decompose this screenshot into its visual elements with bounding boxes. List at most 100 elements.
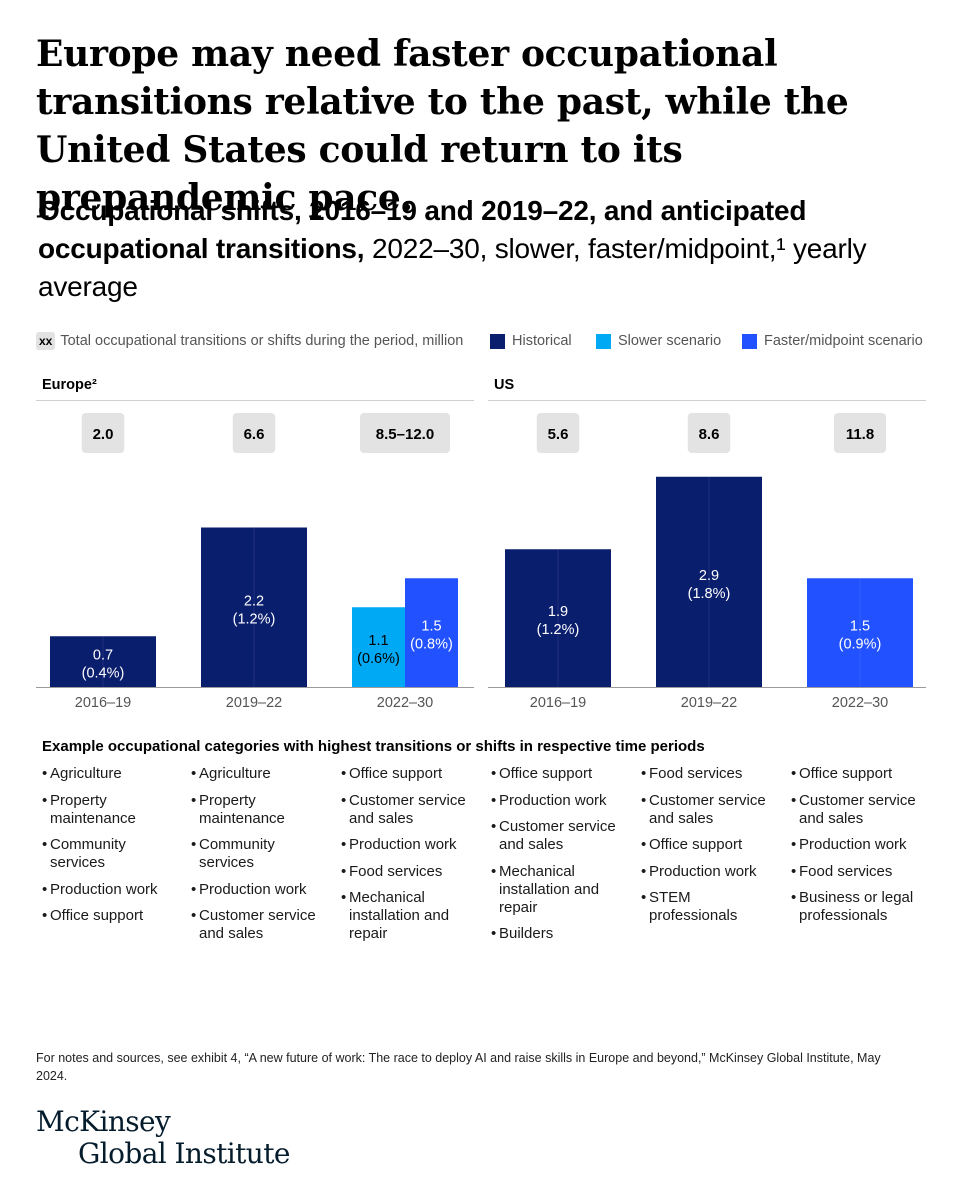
x-tick-label: 2022–30 — [832, 695, 888, 711]
list-item: Production work — [42, 881, 182, 899]
logo-line-1: McKinsey — [36, 1105, 171, 1138]
categories-title: Example occupational categories with hig… — [42, 738, 705, 755]
list-item: Office support — [42, 907, 182, 925]
footnote: For notes and sources, see exhibit 4, “A… — [36, 1051, 881, 1083]
list-item: Office support — [791, 765, 931, 783]
list-item: Production work — [791, 836, 931, 854]
list-item: Property maintenance — [42, 792, 182, 828]
total-badge — [360, 413, 450, 453]
data-label-value: 1.5 — [421, 619, 441, 635]
data-label-pct: (0.9%) — [839, 637, 882, 653]
total-badge — [536, 413, 580, 453]
chart-us: US 5.6 2016–19 1.9 (1.2%) 8.6 2019–22 2.9 (1.8%)… — [488, 377, 926, 711]
list-item: Property maintenance — [191, 792, 331, 828]
chart-title-europe: Europe² — [42, 377, 97, 393]
list-item: Customer service and sales — [341, 792, 481, 828]
data-label-value: 0.7 — [93, 648, 113, 664]
data-label-value: 1.5 — [850, 619, 870, 635]
data-label-pct: (1.2%) — [233, 611, 276, 627]
list-item: Food services — [641, 765, 781, 783]
data-label-pct: (1.2%) — [537, 622, 580, 638]
total-label: 2.0 — [93, 426, 114, 443]
total-label: 8.6 — [699, 426, 720, 443]
list-item: Production work — [341, 836, 481, 854]
list-item: Builders — [491, 925, 631, 943]
category-column: Office support Customer service and sales… — [341, 765, 481, 952]
list-item: Food services — [341, 863, 481, 881]
chart-europe: Europe² 2.0 2016–19 0.7 (0.4%) 6.6 2019–22 2.2 (… — [36, 377, 474, 711]
headline: Europe may need faster occupational tran… — [36, 33, 849, 219]
legend-historical-swatch — [490, 333, 505, 349]
legend-total-badge: xx — [36, 332, 56, 350]
total-label: 5.6 — [548, 426, 569, 443]
legend-faster-label: Faster/midpoint scenario — [764, 333, 923, 349]
chart-title-us: US — [494, 377, 514, 393]
bar — [352, 607, 405, 687]
total-label: 11.8 — [846, 426, 874, 443]
category-column: Office support Customer service and sales… — [791, 765, 931, 934]
list-item: Food services — [791, 863, 931, 881]
bar — [50, 636, 156, 687]
list-item: Community services — [42, 836, 182, 872]
total-badge — [687, 413, 731, 453]
list-item: Office support — [341, 765, 481, 783]
list-item: STEM professionals — [641, 889, 781, 925]
bar — [807, 578, 913, 687]
logo-line-2: Global Institute — [78, 1137, 290, 1170]
data-label-pct: (0.6%) — [357, 651, 400, 667]
list-item: Agriculture — [191, 765, 331, 783]
list-item: Business or legal professionals — [791, 889, 931, 925]
list-item: Mechanical installation and repair — [341, 889, 481, 943]
list-item: Community services — [191, 836, 331, 872]
legend-slower: Slower scenario — [596, 331, 721, 351]
data-label-value: 1.9 — [548, 604, 568, 620]
legend-historical: Historical — [490, 331, 572, 351]
total-badge — [232, 413, 276, 453]
chart-subtitle: Occupational shifts, 2016–19 and 2019–22… — [38, 192, 928, 306]
total-label: 6.6 — [244, 426, 265, 443]
bar — [505, 549, 611, 687]
category-column: Office support Production work Customer se… — [491, 765, 631, 952]
category-column: Food services Customer service and sales O… — [641, 765, 781, 934]
list-item: Customer service and sales — [191, 907, 331, 943]
total-badge — [834, 413, 886, 453]
bar — [405, 578, 458, 687]
total-label: 8.5–12.0 — [376, 426, 434, 443]
list-item: Mechanical installation and repair — [491, 863, 631, 917]
bar — [656, 476, 762, 687]
list-item: Production work — [191, 881, 331, 899]
category-column: Agriculture Property maintenance Community… — [191, 765, 331, 952]
x-tick-label: 2019–22 — [681, 695, 737, 711]
legend-total: xx Total occupational transitions or shi… — [36, 331, 463, 351]
list-item: Office support — [491, 765, 631, 783]
x-tick-label: 2016–19 — [530, 695, 586, 711]
category-column: Agriculture Property maintenance Community… — [42, 765, 182, 934]
bar-charts: Europe² 2.0 2016–19 0.7 (0.4%) 6.6 2019–22 2.2 (… — [36, 377, 926, 711]
x-tick-label: 2016–19 — [75, 695, 131, 711]
legend-faster: Faster/midpoint scenario — [742, 331, 923, 351]
legend-faster-swatch — [742, 333, 757, 349]
list-item: Production work — [491, 792, 631, 810]
data-label-pct: (1.8%) — [688, 586, 731, 602]
x-tick-label: 2022–30 — [377, 695, 433, 711]
legend-total-label: Total occupational transitions or shifts… — [60, 333, 464, 349]
list-item: Customer service and sales — [641, 792, 781, 828]
list-item: Office support — [641, 836, 781, 854]
data-label-value: 1.1 — [368, 633, 388, 649]
x-tick-label: 2019–22 — [226, 695, 282, 711]
legend-slower-swatch — [596, 333, 611, 349]
legend: xx Total occupational transitions or shi… — [36, 331, 936, 351]
legend-slower-label: Slower scenario — [618, 333, 722, 349]
list-item: Customer service and sales — [491, 818, 631, 854]
mckinsey-logo: McKinsey Global Institute — [36, 1106, 290, 1170]
data-label-pct: (0.4%) — [82, 666, 125, 682]
list-item: Agriculture — [42, 765, 182, 783]
list-item: Customer service and sales — [791, 792, 931, 828]
data-label-value: 2.2 — [244, 593, 264, 609]
subtitle-bold: Occupational shifts, 2016–19 and 2019–22… — [38, 195, 807, 264]
total-badge — [81, 413, 125, 453]
data-label-pct: (0.8%) — [410, 637, 453, 653]
legend-historical-label: Historical — [512, 333, 572, 349]
subtitle-regular: 2022–30, slower, faster/midpoint,¹ yearl… — [38, 233, 867, 302]
bar — [201, 527, 307, 687]
